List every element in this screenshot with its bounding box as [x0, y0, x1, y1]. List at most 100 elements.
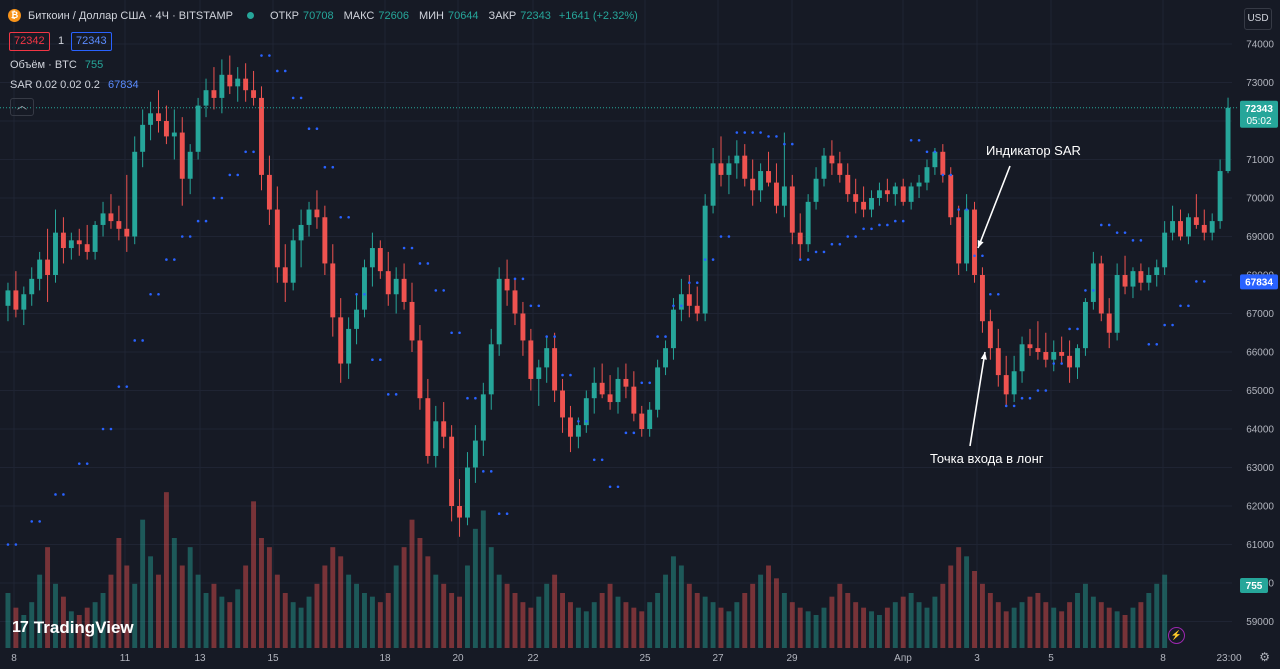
sar-dot [870, 227, 873, 231]
sar-dot [608, 485, 612, 489]
candle-body [575, 425, 581, 437]
sar-dot [529, 304, 533, 308]
spread-value: 1 [58, 35, 65, 47]
sar-dot [719, 235, 723, 238]
candle-body [821, 155, 827, 179]
volume-bar [781, 593, 787, 648]
sar-dot [695, 281, 699, 285]
volume-bar [53, 583, 58, 648]
chevron-up-icon[interactable]: ︿ [10, 98, 34, 116]
sar-dot [410, 246, 414, 250]
sar-dot [893, 219, 897, 223]
candle-body [449, 436, 455, 506]
volume-bar [235, 589, 241, 648]
volume-bar [940, 583, 946, 648]
volume-bar [536, 596, 542, 648]
volume-bar [45, 547, 51, 648]
buy-price-box[interactable]: 72343 [71, 32, 112, 51]
tradingview-logo[interactable]: 17 TradingView [12, 618, 134, 638]
sar-dot [505, 512, 509, 515]
volume-bar [266, 547, 272, 648]
volume-bar [964, 556, 970, 648]
sar-dot [1155, 343, 1159, 346]
candle-body [528, 340, 534, 379]
candle-body [235, 78, 241, 87]
candle-body [243, 78, 249, 91]
candle-body [1019, 344, 1025, 372]
volume-legend[interactable]: Объём · BTC 755 [10, 59, 103, 71]
volume-bar [362, 593, 367, 648]
candle-body [124, 228, 130, 237]
candle-body [1193, 217, 1199, 225]
volume-label-bg [1240, 578, 1268, 593]
volume-bar [457, 596, 463, 648]
volume-bar [488, 547, 494, 648]
sar-dot [489, 470, 493, 473]
volume-bar [480, 510, 486, 648]
sar-label: SAR 0.02 0.02 0.2 [10, 79, 100, 91]
y-tick-label: 65000 [1246, 386, 1274, 397]
x-tick-label: 22 [527, 653, 539, 664]
volume-bar [433, 574, 439, 648]
sar-dot [640, 381, 644, 385]
sar-dot [1202, 280, 1206, 283]
sar-dot [77, 462, 81, 465]
sar-dot [1123, 231, 1127, 234]
sar-dot [497, 512, 501, 515]
volume-bar [84, 607, 90, 648]
sar-dot [1115, 231, 1119, 234]
lightning-icon[interactable]: ⚡ [1168, 627, 1185, 644]
volume-bar [401, 547, 407, 648]
candle-body [330, 263, 336, 318]
gear-icon[interactable]: ⚙ [1259, 650, 1270, 664]
volume-bar [330, 547, 336, 648]
candle-body [354, 309, 360, 329]
sar-dot [1163, 323, 1166, 327]
candle-body [536, 367, 542, 379]
volume-bar [845, 593, 851, 648]
currency-selector[interactable]: USD [1244, 8, 1272, 30]
sar-dot [577, 420, 580, 423]
volume-bar [504, 583, 510, 648]
sar-dot [236, 173, 240, 177]
candle-body [409, 301, 415, 341]
candle-body [623, 378, 629, 387]
candle-body [853, 194, 859, 202]
volume-bar [1043, 602, 1049, 648]
symbol-title[interactable]: Биткоин / Доллар США · 4Ч · BITSTAMP [28, 9, 233, 22]
volume-bar [346, 574, 352, 648]
sar-dot [965, 208, 968, 211]
volume-bar [21, 615, 27, 648]
sar-dot [347, 215, 350, 219]
candle-body [869, 198, 874, 210]
volume-bar [908, 593, 914, 648]
candle-body [1043, 352, 1049, 360]
sar-dot [38, 520, 41, 523]
volume-bar [956, 547, 962, 648]
sell-price-box[interactable]: 72342 [9, 32, 50, 51]
candle-body [457, 506, 463, 518]
volume-bar [37, 574, 43, 648]
candle-body [892, 186, 898, 195]
y-tick-label: 59000 [1246, 617, 1274, 628]
volume-bar [354, 583, 360, 648]
sar-legend[interactable]: SAR 0.02 0.02 0.2 67834 [10, 79, 139, 91]
sar-dot [727, 235, 731, 238]
sar-dot [173, 258, 176, 261]
market-open-dot-icon [246, 12, 254, 19]
sar-dot [830, 242, 834, 246]
sar-dot [355, 292, 358, 296]
symbol-legend: ₿ Биткоин / Доллар США · 4Ч · BITSTAMP О… [8, 9, 638, 22]
volume-bar [314, 583, 320, 648]
volume-bar [1059, 611, 1065, 648]
candle-body [266, 174, 272, 210]
sar-dot [569, 373, 572, 377]
y-tick-label: 69000 [1246, 232, 1274, 243]
candle-body [108, 213, 114, 222]
candle-body [219, 74, 225, 98]
high-label: МАКС [343, 9, 375, 22]
volume-bar [1075, 593, 1080, 648]
candle-body [282, 267, 288, 283]
